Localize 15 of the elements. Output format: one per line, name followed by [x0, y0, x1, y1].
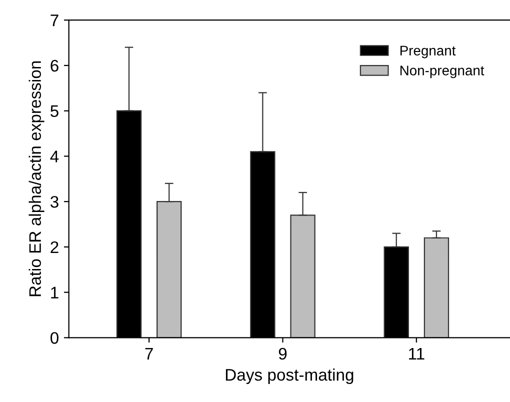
- y-tick-label: 4: [50, 150, 59, 162]
- y-tick-label: 2: [50, 241, 58, 253]
- x-tick-label: 9: [278, 348, 287, 360]
- legend-label: Pregnant: [400, 46, 456, 58]
- y-tick-label: 0: [50, 332, 58, 344]
- x-tick-label: 11: [409, 348, 424, 360]
- y-tick-label: 1: [51, 286, 58, 298]
- y-axis-title: Ratio ER alpha/actin expression: [28, 61, 44, 296]
- x-axis-title: Days post-mating: [226, 368, 354, 384]
- x-tick-label: 7: [145, 348, 153, 360]
- legend-label: Non-pregnant: [400, 66, 484, 78]
- y-tick-label: 6: [50, 60, 58, 72]
- y-tick-label: 5: [50, 105, 58, 118]
- y-tick-label: 3: [50, 196, 58, 208]
- y-tick-label: 7: [50, 14, 58, 26]
